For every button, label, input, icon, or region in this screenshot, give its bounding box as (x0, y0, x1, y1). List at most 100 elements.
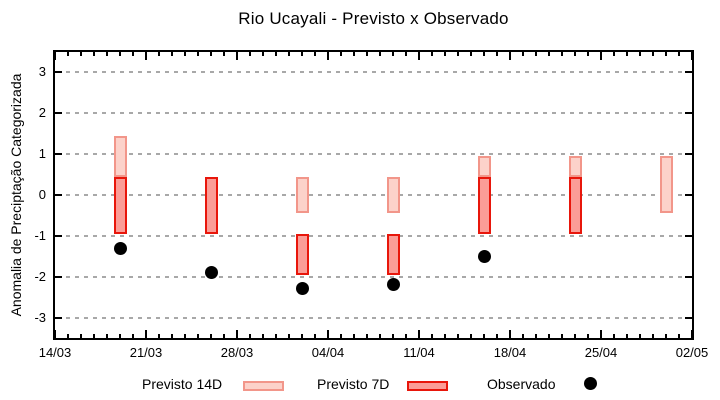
x-minor-tick-top (626, 52, 628, 56)
x-minor-tick-top (223, 52, 225, 56)
legend: Previsto 14D Previsto 7D Observado (0, 372, 720, 400)
x-minor-tick-top (366, 52, 368, 56)
y-tick-left (55, 71, 62, 74)
x-minor-tick-bottom (535, 334, 537, 338)
y-gridline (57, 194, 690, 196)
x-minor-tick-bottom (288, 334, 290, 338)
x-minor-tick-top (535, 52, 537, 56)
bar-previsto-7d (477, 176, 491, 234)
y-tick-label: 3 (38, 64, 46, 80)
y-tick-left (55, 112, 62, 115)
x-minor-tick-bottom (379, 334, 381, 338)
x-minor-tick-bottom (405, 334, 407, 338)
x-minor-tick-bottom (301, 334, 303, 338)
x-minor-tick-top (353, 52, 355, 56)
observado-point (113, 241, 127, 255)
x-major-tick-top (145, 52, 147, 60)
y-tick-left (55, 316, 62, 319)
x-minor-tick-top (457, 52, 459, 56)
legend-label-previsto-7d: Previsto 7D (317, 376, 390, 392)
x-major-tick-bottom (54, 330, 56, 338)
bar-previsto-14d (386, 176, 400, 214)
x-minor-tick-top (275, 52, 277, 56)
bar-previsto-7d (386, 233, 400, 275)
x-tick-label: 14/03 (38, 345, 72, 360)
x-minor-tick-top (587, 52, 589, 56)
y-tick-label: -2 (34, 268, 46, 284)
x-minor-tick-bottom (496, 334, 498, 338)
x-minor-tick-bottom (574, 334, 576, 338)
x-tick-label: 02/05 (675, 345, 709, 360)
x-major-tick-top (236, 52, 238, 60)
x-minor-tick-bottom (314, 334, 316, 338)
legend-label-previsto-14d: Previsto 14D (142, 376, 223, 392)
observado-point (204, 266, 218, 280)
x-minor-tick-top (522, 52, 524, 56)
x-minor-tick-top (340, 52, 342, 56)
x-minor-tick-bottom (639, 334, 641, 338)
x-minor-tick-bottom (548, 334, 550, 338)
x-minor-tick-bottom (444, 334, 446, 338)
x-tick-label: 11/04 (403, 345, 435, 360)
y-tick-label: -1 (34, 227, 46, 243)
x-major-tick-top (509, 52, 511, 60)
x-minor-tick-top (158, 52, 160, 56)
x-minor-tick-top (210, 52, 212, 56)
x-minor-tick-bottom (184, 334, 186, 338)
y-tick-left (55, 194, 62, 196)
y-tick-label: 2 (38, 105, 46, 121)
y-tick-right (685, 112, 692, 115)
x-minor-tick-bottom (470, 334, 472, 338)
x-minor-tick-top (262, 52, 264, 56)
bar-previsto-14d (113, 135, 127, 177)
x-minor-tick-bottom (665, 334, 667, 338)
y-tick-label: 0 (38, 187, 46, 202)
bar-previsto-14d (568, 156, 582, 177)
x-major-tick-bottom (509, 330, 511, 338)
x-tick-label: 21/03 (129, 345, 163, 360)
y-gridline (57, 153, 690, 156)
x-minor-tick-top (301, 52, 303, 56)
x-minor-tick-bottom (561, 334, 563, 338)
x-minor-tick-top (444, 52, 446, 56)
x-minor-tick-top (171, 52, 173, 56)
y-tick-right (685, 153, 692, 156)
x-minor-tick-top (314, 52, 316, 56)
x-major-tick-top (54, 52, 56, 60)
bar-previsto-7d (568, 176, 582, 234)
x-minor-tick-top (548, 52, 550, 56)
y-tick-right (685, 194, 692, 196)
plot-area (53, 50, 694, 340)
observado-point (295, 282, 309, 296)
x-minor-tick-bottom (171, 334, 173, 338)
x-minor-tick-bottom (483, 334, 485, 338)
x-tick-label: 28/03 (220, 345, 254, 360)
x-minor-tick-top (184, 52, 186, 56)
bar-previsto-7d (113, 176, 127, 234)
x-minor-tick-bottom (80, 334, 82, 338)
y-tick-label: -3 (34, 309, 46, 325)
x-minor-tick-bottom (262, 334, 264, 338)
x-minor-tick-top (392, 52, 394, 56)
observado-point (386, 278, 400, 292)
x-major-tick-bottom (145, 330, 147, 338)
legend-swatch-previsto-14d (243, 381, 284, 391)
x-major-tick-bottom (691, 330, 693, 338)
y-gridline (57, 316, 690, 319)
x-minor-tick-top (613, 52, 615, 56)
x-minor-tick-bottom (249, 334, 251, 338)
x-minor-tick-bottom (223, 334, 225, 338)
x-tick-label: 04/04 (311, 345, 345, 360)
y-tick-left (55, 275, 62, 278)
x-minor-tick-bottom (613, 334, 615, 338)
legend-marker-observado-icon (584, 377, 597, 390)
y-tick-left (55, 234, 62, 237)
bar-previsto-14d (659, 156, 673, 214)
x-minor-tick-top (483, 52, 485, 56)
y-tick-right (685, 234, 692, 237)
legend-label-observado: Observado (487, 376, 556, 392)
x-minor-tick-bottom (678, 334, 680, 338)
x-minor-tick-bottom (353, 334, 355, 338)
chart-title: Rio Ucayali - Previsto x Observado (238, 9, 509, 28)
